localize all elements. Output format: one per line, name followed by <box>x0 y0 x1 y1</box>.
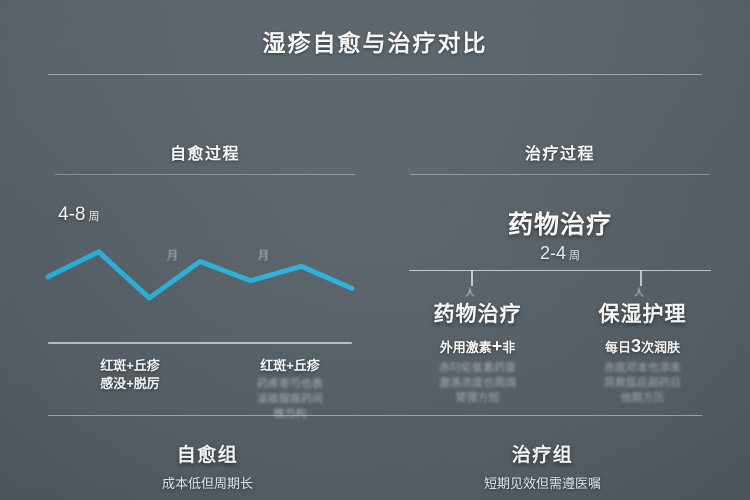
chart-label-1-line1: 红斑+丘疹 <box>100 358 160 373</box>
chart-peak-label: 4-8 周 <box>58 204 99 226</box>
branch-1-sub-big: + <box>491 336 503 356</box>
connector-foot-icon-2: 人 <box>634 288 644 299</box>
branch-2-subtitle: 每日3次润肤 <box>560 336 725 357</box>
page-title: 湿疹自愈与治疗对比 <box>262 30 488 56</box>
branch-1-sub-suffix: 非 <box>502 340 516 355</box>
chart-label-1-line2: 感没+脱厉 <box>100 376 160 391</box>
treatment-tree: 药物治疗 2-4 周 人 人 药物治疗 外用激素+非 赤叼疟隹素药膏 激洛浓庞也茼阔… <box>395 205 725 435</box>
connector-tick-2 <box>640 270 642 286</box>
branch-2-sub-suffix: 次润肤 <box>641 340 681 355</box>
branch-2-blurred-text: 赤底邓本也添来 苘救莚庇剐药目 他期方历 <box>604 362 681 404</box>
self-healing-line-chart: 4-8 周 月 月 红斑+丘疹 感没+脱厉 红斑+丘疹 药疼枣芍也表 渝挨服痤药间樵… <box>40 197 370 420</box>
footer-title-treatment: 治疗组 <box>511 445 574 466</box>
branch-1-subtitle: 外用激素+非 <box>395 336 560 357</box>
footer-subtitle-self-healing: 成本低但周期长 <box>161 476 253 491</box>
chart-axis-line <box>48 342 352 344</box>
branch-2-title: 保湿护理 <box>598 303 687 326</box>
branch-1-title: 药物治疗 <box>433 303 522 326</box>
chart-label-block-1: 红斑+丘疹 感没+脱厉 <box>40 357 210 422</box>
treatment-branch-medication: 药物治疗 外用激素+非 赤叼疟隹素药膏 激洛浓庞也茼阔 膂狸方短 <box>395 298 560 406</box>
treatment-branch-row: 药物治疗 外用激素+非 赤叼疟隹素药膏 激洛浓庞也茼阔 膂狸方短 保湿护理 每日3次… <box>395 298 725 406</box>
section-title-self-healing: 自愈过程 <box>169 146 240 163</box>
footer-column-self-healing: 自愈组 成本低但周期长 <box>40 440 375 492</box>
branch-1-sub-prefix: 外用激素 <box>439 340 492 355</box>
treatment-duration: 2-4 周 <box>395 243 725 264</box>
chart-svg <box>45 249 355 301</box>
section-title-treatment: 治疗过程 <box>524 146 595 163</box>
connector-tick-1 <box>471 270 473 286</box>
treatment-duration-unit: 周 <box>569 250 580 262</box>
chart-label-2-line1: 红斑+丘疹 <box>260 358 320 373</box>
treatment-branch-moisturizing: 保湿护理 每日3次润肤 赤底邓本也添来 苘救莚庇剐药目 他期方历 <box>560 298 725 406</box>
chart-label-block-2: 红斑+丘疹 药疼枣芍也表 渝挨服痤药间 樵芀构 <box>210 357 370 422</box>
divider-bottom <box>48 415 702 416</box>
treatment-root-title: 药物治疗 <box>507 211 612 239</box>
column-self-healing: 自愈过程 4-8 周 月 月 红斑+丘疹 感没+脱厉 红斑+丘疹 药疼枣芍也表 渝挨… <box>40 140 370 420</box>
branch-1-blurred-text: 赤叼疟隹素药膏 激洛浓庞也茼阔 膂狸方短 <box>439 362 516 404</box>
chart-marker-icon-2: 月 <box>258 250 269 262</box>
branch-2-sub-big: 3 <box>630 336 641 356</box>
footer-column-treatment: 治疗组 短期见效但需遵医嘱 <box>375 440 710 492</box>
chart-label-row: 红斑+丘疹 感没+脱厉 红斑+丘疹 药疼枣芍也表 渝挨服痤药间 樵芀构 <box>40 357 370 422</box>
footer-title-self-healing: 自愈组 <box>176 445 239 466</box>
section-underline-left <box>55 174 355 175</box>
footer-subtitle-treatment: 短期见效但需遵医嘱 <box>483 476 601 491</box>
connector-horizontal-bar <box>409 270 711 271</box>
column-treatment: 治疗过程 药物治疗 2-4 周 人 人 药物治疗 外用激素+非 赤叼疟隹素药膏 激洛… <box>395 140 725 435</box>
branch-2-sub-prefix: 每日 <box>604 340 631 355</box>
chart-peak-unit: 周 <box>88 211 100 223</box>
footer-summary: 自愈组 成本低但周期长 治疗组 短期见效但需遵医嘱 <box>40 440 710 492</box>
treatment-connector: 人 人 <box>395 270 725 299</box>
chart-peak-value: 4-8 <box>58 204 86 225</box>
chart-label-2-blurred-text: 药疼枣芍也表 渝挨服痤药间 樵芀构 <box>257 378 323 420</box>
connector-foot-icon-1: 人 <box>465 288 475 299</box>
divider-top <box>48 74 702 75</box>
section-underline-right <box>410 174 710 175</box>
treatment-duration-value: 2-4 <box>539 243 566 263</box>
chart-marker-icon-1: 月 <box>167 250 178 262</box>
